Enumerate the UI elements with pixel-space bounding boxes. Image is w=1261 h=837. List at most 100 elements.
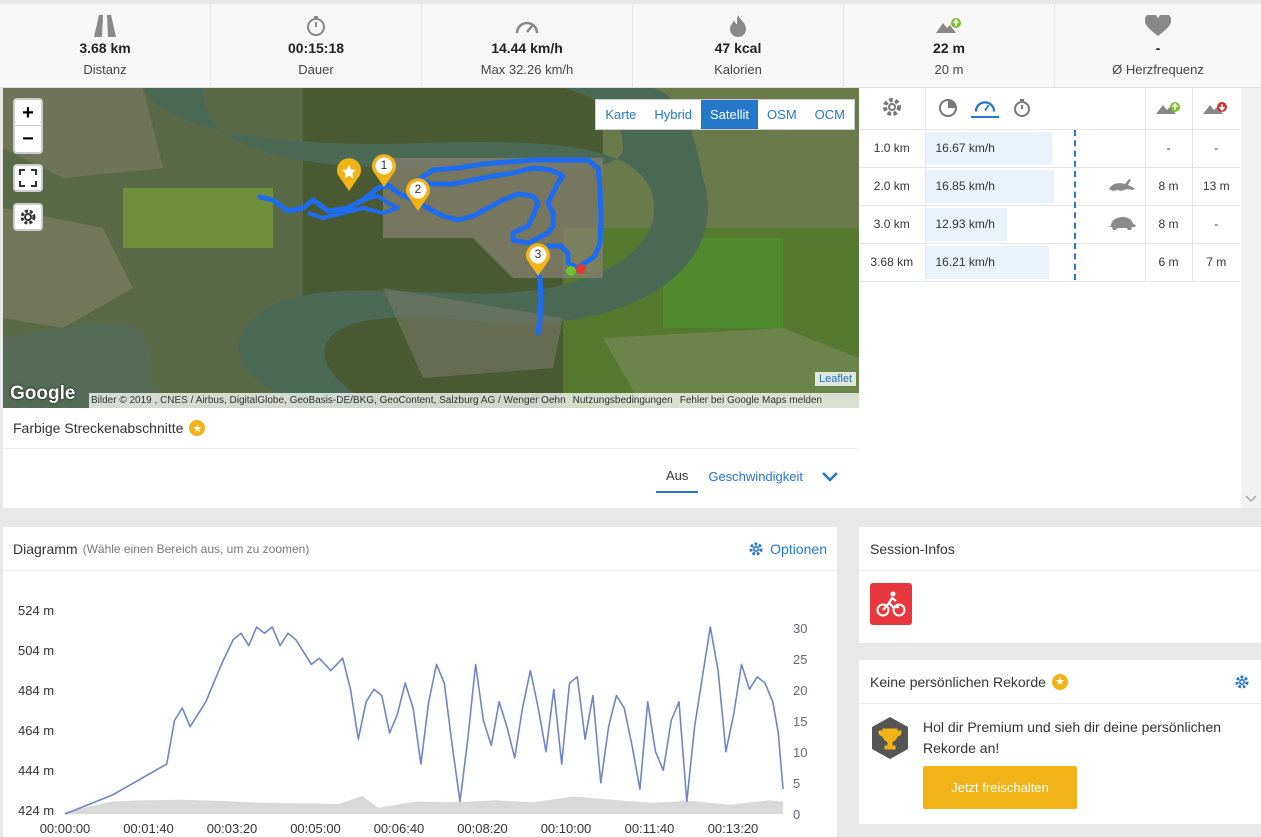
layer-ocm[interactable]: OCM [814,107,845,122]
stat-label: Ø Herzfrequenz [1112,62,1204,77]
split-speed: 16.21 km/h [935,255,995,269]
split-down: - [1192,129,1240,168]
stat-label: Kalorien [714,62,762,77]
speedometer-icon [422,14,632,38]
chevron-down-icon[interactable] [821,471,839,483]
layer-karte[interactable]: Karte [605,107,637,122]
stat-label: Dauer [298,62,334,77]
stopwatch-icon[interactable] [1012,98,1032,118]
split-badge-cell [1099,167,1146,206]
km-marker-1[interactable]: 1 [371,154,397,188]
y-left-tick: 484 m [18,683,54,698]
segments-title: Farbige Streckenabschnitte [13,420,184,436]
split-row[interactable]: 3.0 km 12.93 km/h 8 m - [859,205,1240,244]
x-tick: 00:13:20 [708,821,759,836]
elevation-down-header [1192,88,1240,130]
segment-off-tab[interactable]: Aus [655,460,699,493]
split-row[interactable]: 2.0 km 16.85 km/h 8 m 13 m [859,167,1240,206]
diagram-title: Diagramm [13,540,78,557]
split-speed-fill [925,169,1054,203]
split-row[interactable]: 3.68 km 16.21 km/h 6 m 7 m [859,243,1240,282]
x-tick: 00:08:20 [457,821,508,836]
stat-distance: 3.68 km Distanz [0,4,211,88]
zoom-control: + − [13,98,43,154]
x-tick: 00:11:40 [625,821,675,836]
y-left-tick: 464 m [18,723,54,738]
layer-satellit[interactable]: Satellit [701,100,759,129]
elevation-up-icon [1155,101,1180,114]
stat-label: Max 32.26 km/h [480,62,574,77]
map-settings-button[interactable] [13,203,43,231]
y-left-tick: 444 m [18,763,54,778]
google-logo: Google [10,383,76,404]
average-speed-line [1074,130,1076,280]
unlock-premium-button[interactable]: Jetzt freischalten [923,766,1077,809]
y-right-tick: 0 [793,807,800,822]
road-icon [0,14,210,38]
map-attribution: Bilder © 2019 , CNES / Airbus, DigitalGl… [89,393,859,408]
records-panel: Keine persönlichen Rekorde ★ Hol dir Pre… [859,660,1261,824]
report-link[interactable]: Fehler bei Google Maps melden [679,395,823,406]
stat-speed: 14.44 km/h Max 32.26 km/h [422,4,633,88]
session-info-panel: Session-Infos [859,527,1261,643]
splits-panel: 1.0 km 16.67 km/h - - 2.0 km 16.85 km/h … [859,88,1261,508]
split-speed-fill [925,131,1053,165]
split-row[interactable]: 1.0 km 16.67 km/h - - [859,129,1240,168]
rabbit-icon [1108,178,1135,191]
x-tick: 00:03:20 [207,821,258,836]
elevation-area-series [65,795,783,814]
splits-header-row [859,88,1240,130]
gear-icon [20,209,36,225]
y-right-tick: 10 [793,745,807,760]
attribution-text: Bilder © 2019 , CNES / Airbus, DigitalGl… [91,395,566,406]
y-left-tick: 424 m [18,803,54,818]
zoom-out-button[interactable]: − [22,128,34,150]
fullscreen-button[interactable] [13,164,43,192]
pace-icon[interactable] [938,98,958,118]
segment-options: Aus Geschwindigkeit [655,460,839,493]
speedometer-icon[interactable] [970,95,999,118]
split-badge-cell [1099,243,1146,282]
layer-hybrid[interactable]: Hybrid [654,107,692,122]
x-tick: 00:05:00 [290,821,341,836]
terms-link[interactable]: Nutzungsbedingungen [572,395,673,406]
split-up: 6 m [1145,243,1193,282]
gear-icon[interactable] [1234,674,1250,690]
split-speed: 12.93 km/h [935,217,995,231]
km-marker-3[interactable]: 3 [525,243,551,277]
stat-label: Distanz [83,62,127,77]
stat-elevation: 22 m 20 m [844,4,1055,88]
map-imagery [3,88,859,408]
layer-osm[interactable]: OSM [767,107,797,122]
scroll-down-icon[interactable] [1241,492,1261,506]
split-speed-bar: 16.21 km/h [925,243,1099,282]
records-title: Keine persönlichen Rekorde [870,673,1046,690]
x-tick: 00:10:00 [541,821,592,836]
diagram-hint: (Wähle einen Bereich aus, um zu zoomen) [82,541,310,556]
stopwatch-icon [211,14,421,38]
split-down: 7 m [1192,243,1240,282]
split-distance: 3.0 km [859,205,926,244]
segment-speed-tab[interactable]: Geschwindigkeit [708,469,803,484]
splits-table: 1.0 km 16.67 km/h - - 2.0 km 16.85 km/h … [859,88,1240,282]
stat-value: 22 m [933,40,965,56]
premium-star-icon: ★ [1051,673,1068,690]
km-marker-2[interactable]: 2 [405,178,431,212]
satellite-map[interactable]: + − Karte Hybrid Satellit OSM OCM 1 2 3 … [3,88,859,408]
elevation-up-header [1145,88,1193,130]
splits-scrollbar[interactable] [1241,88,1261,508]
stat-value: - [1155,40,1161,56]
stat-label: 20 m [934,62,964,77]
split-speed-fill [925,207,1008,241]
km-marker-label: 2 [414,182,422,196]
split-distance: 3.68 km [859,243,926,282]
split-up: 8 m [1145,205,1193,244]
elevation-speed-chart[interactable]: 524 m 504 m 484 m 464 m 444 m 424 m 30 25 20 15 10… [3,571,837,837]
leaflet-link[interactable]: Leaflet [814,372,856,386]
options-button[interactable]: Optionen [748,541,827,557]
favorite-marker[interactable] [336,158,362,192]
diagram-header: Diagramm (Wähle einen Bereich aus, um zu… [3,527,837,571]
splits-settings-cell[interactable] [859,88,926,130]
zoom-in-button[interactable]: + [15,100,41,126]
records-header: Keine persönlichen Rekorde ★ [859,660,1261,704]
